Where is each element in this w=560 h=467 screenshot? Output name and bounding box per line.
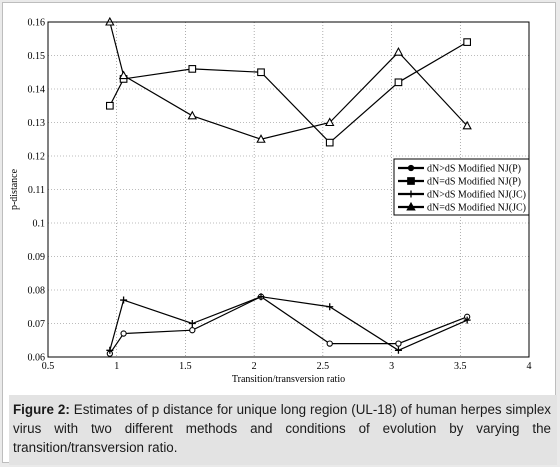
legend-label: dN=dS Modified NJ(P) [427, 177, 521, 188]
data-point [395, 340, 402, 347]
y-tick-label: 0.06 [28, 353, 46, 364]
tick-labels: 0.5 1 1.5 2 2.5 3 3.5 4 0.06 0.07 0.08 0.09 0.1 0.11 0… [28, 18, 532, 373]
data-point [105, 101, 114, 110]
x-tick-label: 1.5 [179, 361, 192, 372]
data-point [463, 316, 471, 324]
data-point [325, 117, 335, 127]
y-tick-label: 0.11 [28, 185, 45, 196]
x-tick-label: 4 [527, 361, 532, 372]
legend-marker [407, 177, 415, 185]
legend-label: dN>dS Modified NJ(JC) [427, 190, 526, 201]
y-tick-label: 0.16 [28, 18, 46, 29]
y-tick-label: 0.08 [28, 286, 46, 297]
series-3 [106, 293, 471, 354]
x-tick-label: 0.5 [42, 361, 55, 372]
series-line [109, 296, 468, 354]
y-tick-label: 0.12 [28, 152, 46, 163]
data-point [326, 340, 333, 347]
legend-marker [407, 164, 415, 172]
data-point [187, 110, 198, 120]
data-point [120, 330, 127, 337]
line-chart: 0.5 1 1.5 2 2.5 3 3.5 4 0.06 0.07 0.08 0.09 0.1 0.11 0… [9, 16, 532, 385]
data-point [188, 320, 196, 327]
x-tick-label: 3.5 [454, 361, 467, 372]
data-point [256, 134, 266, 143]
x-tick-label: 1 [114, 361, 119, 372]
series-line [109, 21, 468, 140]
series-line [109, 41, 468, 144]
figure-caption: Figure 2: Estimates of p distance for un… [9, 395, 557, 465]
data-point [393, 46, 404, 56]
y-tick-label: 0.07 [28, 319, 46, 330]
caption-label: Figure 2: [13, 402, 70, 417]
data-point [118, 70, 129, 80]
legend-item: dN>dS Modified NJ(P) [398, 164, 521, 175]
data-point [463, 38, 472, 46]
data-point [394, 78, 403, 87]
y-tick-label: 0.1 [33, 219, 46, 230]
legend-marker [406, 201, 416, 211]
series-4 [105, 16, 472, 143]
y-tick-label: 0.14 [28, 85, 46, 96]
data-point [394, 346, 402, 354]
x-tick-label: 2.5 [317, 361, 330, 372]
series-layer [105, 16, 472, 357]
x-tick-label: 2 [252, 361, 257, 372]
x-axis-label: Transition/transversion ratio [232, 374, 345, 385]
data-point [325, 138, 334, 147]
data-point [120, 296, 128, 304]
data-point [189, 327, 196, 334]
legend-item: dN=dS Modified NJ(P) [398, 177, 521, 188]
legend-item: dN=dS Modified NJ(JC) [398, 201, 526, 214]
data-point [462, 120, 472, 130]
data-point [188, 65, 197, 73]
y-tick-label: 0.09 [28, 252, 46, 263]
legend-item: dN>dS Modified NJ(JC) [398, 190, 526, 201]
data-point [106, 346, 114, 354]
legend-label: dN=dS Modified NJ(JC) [427, 203, 526, 214]
series-2 [105, 38, 472, 147]
x-tick-label: 3 [389, 361, 394, 372]
data-point [326, 303, 334, 311]
legend: dN>dS Modified NJ(P) dN=dS Modified NJ(P)… [393, 158, 530, 216]
legend-label: dN>dS Modified NJ(P) [427, 164, 521, 175]
y-tick-label: 0.15 [28, 51, 46, 62]
y-axis-label: p-distance [9, 168, 20, 210]
legend-marker [407, 190, 415, 198]
data-point [257, 68, 265, 77]
series-1 [106, 293, 471, 357]
caption-text: Estimates of p distance for unique long … [13, 402, 551, 455]
y-tick-label: 0.13 [28, 118, 46, 129]
data-point [257, 293, 265, 301]
